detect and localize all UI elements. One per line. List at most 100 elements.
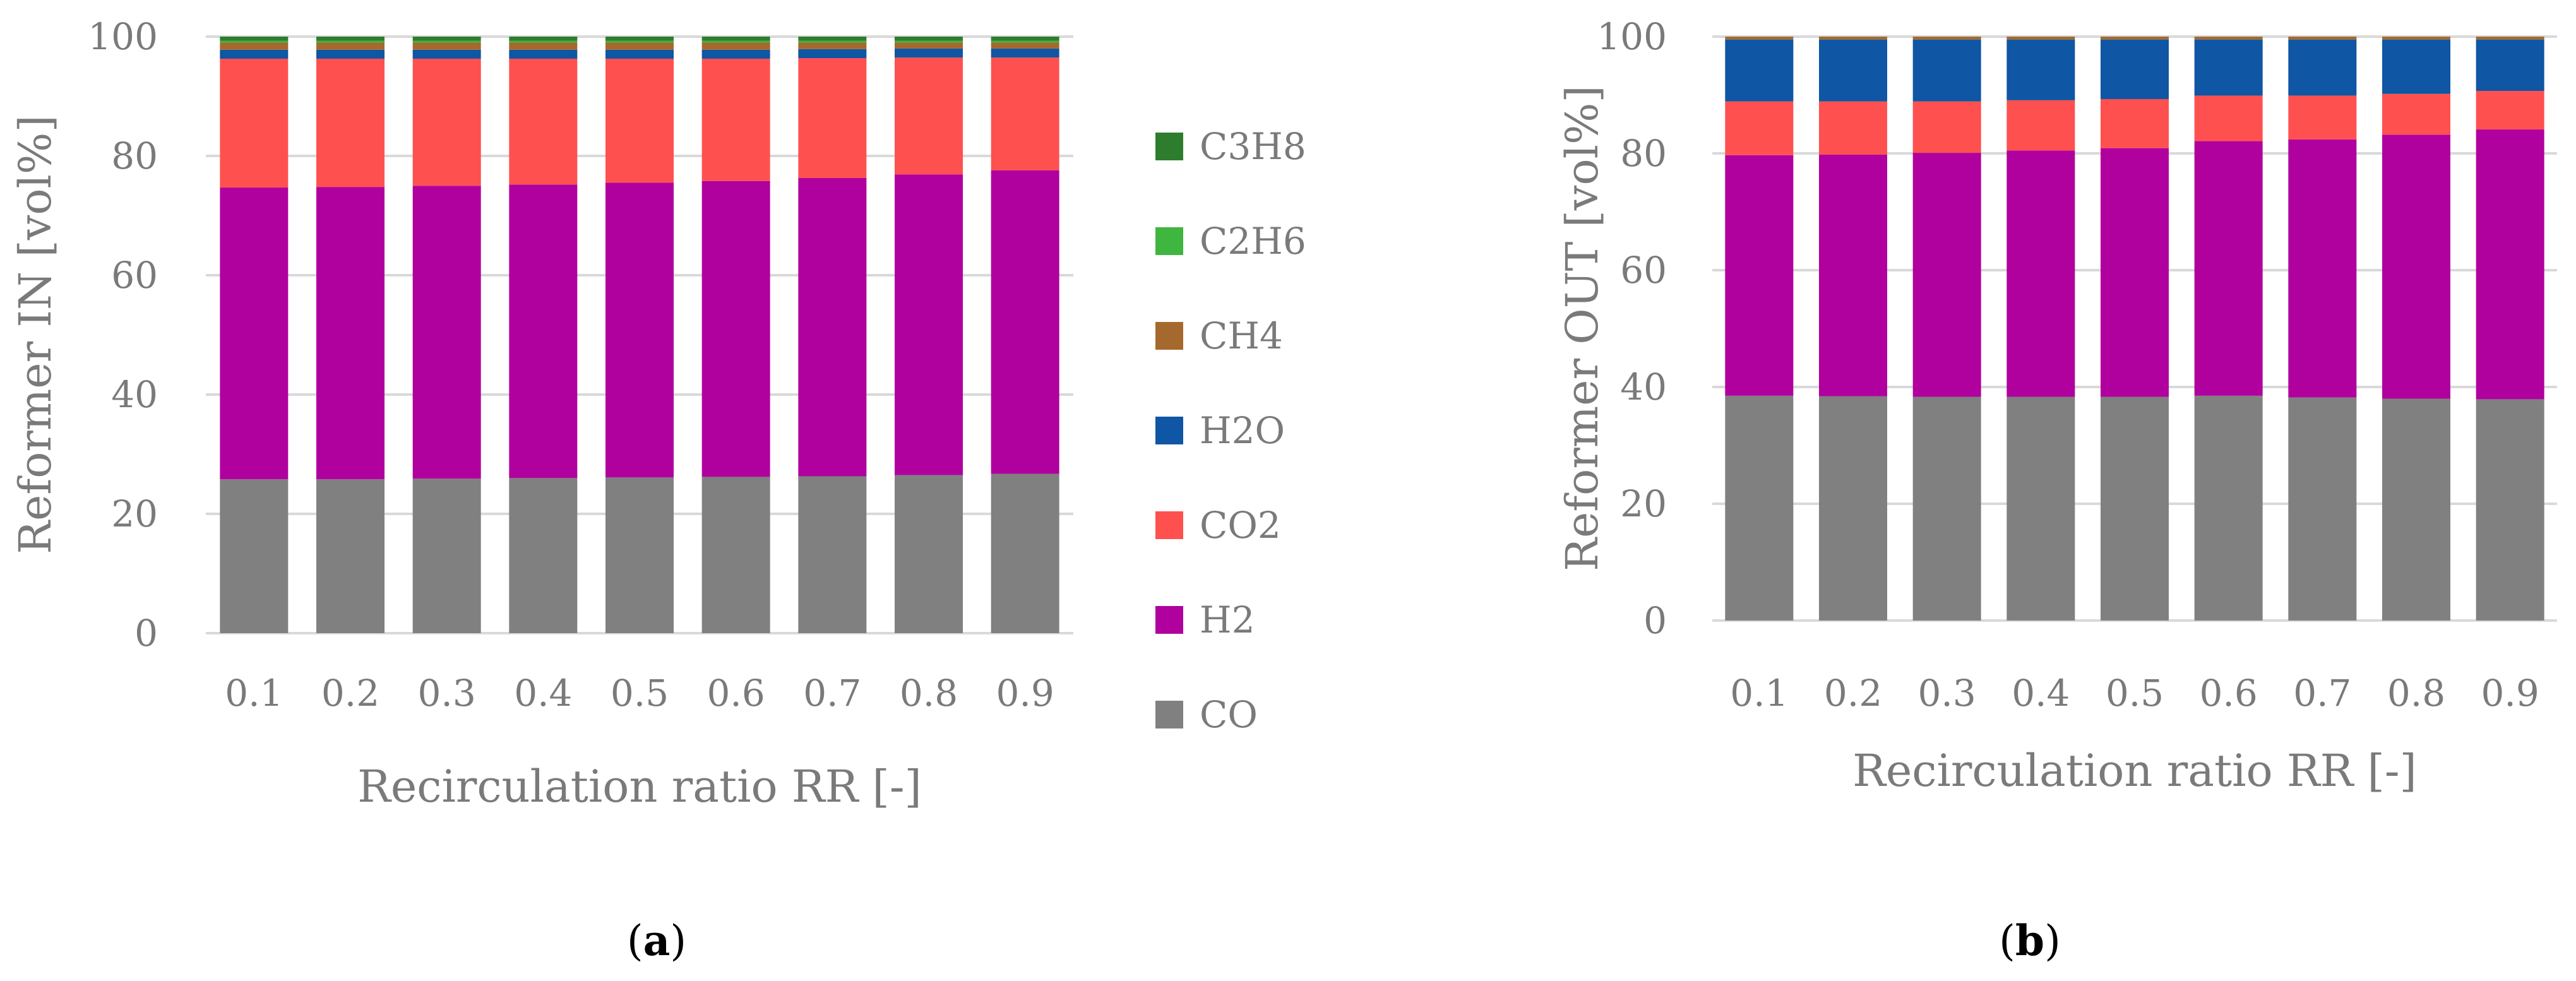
y-axis-title: Reformer OUT [vol%] — [1556, 85, 1608, 571]
x-axis-title: Recirculation ratio RR [-] — [1852, 745, 2417, 797]
bar-segment-co — [701, 477, 770, 633]
chart-panel-b: 0 20 40 60 80 100 0.1 0.2 0.3 0.4 0.5 0.6 0.7 0.8 0.9 R… — [1556, 15, 2557, 965]
bar-segment-ch4 — [2194, 37, 2263, 40]
bar-segment-ch4 — [605, 42, 674, 50]
legend-swatch-c2h6 — [1155, 227, 1183, 255]
bar-segment-ch4 — [701, 42, 770, 50]
legend-swatch-h2 — [1155, 606, 1183, 634]
bar-segment-ch4 — [1725, 37, 1794, 40]
bar-segment-c3h8 — [605, 37, 674, 41]
legend-label: CH4 — [1200, 314, 1283, 357]
x-tick-label: 0.9 — [2481, 672, 2539, 715]
bar-segment-h2o — [2194, 39, 2263, 96]
bar-segment-co — [2101, 396, 2169, 621]
y-tick-label: 60 — [111, 254, 158, 297]
bar-segment-c2h6 — [605, 40, 674, 43]
bar-segment-co — [220, 479, 289, 633]
legend-swatch-c3h8 — [1155, 133, 1183, 160]
bar-segment-c2h6 — [412, 40, 481, 43]
x-tick-label: 0.5 — [2106, 672, 2164, 715]
x-tick-label: 0.5 — [611, 672, 669, 715]
bar-segment-co2 — [1819, 101, 1887, 155]
panel-caption: (b) — [1999, 916, 2061, 965]
legend-label: CO — [1200, 693, 1258, 736]
bar-segment-h2o — [2007, 39, 2075, 100]
bar-segment-co2 — [2194, 95, 2263, 141]
bar-segment-co — [1725, 395, 1794, 621]
panel-caption: (a) — [627, 916, 686, 965]
bar-segment-ch4 — [2101, 37, 2169, 40]
y-tick-label: 20 — [1620, 482, 1667, 525]
bar-segment-ch4 — [895, 42, 963, 49]
x-tick-label: 0.2 — [1824, 672, 1882, 715]
bar-segment-co2 — [412, 58, 481, 186]
bar-segment-ch4 — [220, 42, 289, 50]
legend-label: H2O — [1200, 409, 1285, 452]
legend-label: CO2 — [1200, 504, 1281, 547]
bar-segment-c3h8 — [316, 37, 385, 41]
y-tick-label: 20 — [111, 492, 158, 535]
bar-segment-h2 — [991, 170, 1059, 474]
bar-segment-c2h6 — [509, 40, 578, 43]
bar-segment-co — [316, 479, 385, 633]
x-tick-label: 0.4 — [2012, 672, 2070, 715]
bar-segment-co2 — [1912, 101, 1981, 153]
bar-segment-co — [2007, 396, 2075, 621]
bar-segment-h2 — [798, 177, 867, 477]
legend-label: H2 — [1200, 598, 1255, 641]
bar-segment-co — [2382, 398, 2450, 621]
bar-segment-h2 — [2194, 141, 2263, 396]
bar-segment-h2o — [2476, 39, 2544, 92]
legend-label: C2H6 — [1200, 220, 1306, 263]
bar-segment-co2 — [2101, 98, 2169, 148]
bar-segment-h2 — [605, 182, 674, 478]
x-tick-label: 0.6 — [707, 672, 765, 715]
y-axis-title: Reformer IN [vol%] — [9, 115, 61, 554]
bar-segment-c2h6 — [220, 40, 289, 43]
bar-segment-h2o — [895, 48, 963, 58]
bar-segment-h2o — [509, 49, 578, 59]
x-tick-label: 0.8 — [2387, 672, 2445, 715]
bar-segment-h2 — [2288, 139, 2357, 398]
bar-segment-co — [895, 475, 963, 633]
y-tick-label: 60 — [1620, 249, 1667, 292]
bar-segment-h2o — [1725, 39, 1794, 102]
bar-segment-c3h8 — [412, 37, 481, 41]
bar-segment-co — [2194, 395, 2263, 621]
legend: C3H8 C2H6 CH4 H2O CO2 H2 CO — [1155, 125, 1306, 736]
bar-segment-co2 — [895, 57, 963, 175]
legend-label: C3H8 — [1200, 125, 1306, 168]
x-tick-label: 0.1 — [1730, 672, 1788, 715]
y-tick-label: 0 — [1643, 599, 1667, 642]
x-tick-label: 0.4 — [514, 672, 572, 715]
bar-segment-c2h6 — [701, 40, 770, 43]
bar-segment-c3h8 — [798, 37, 867, 41]
bar-segment-h2o — [1819, 39, 1887, 102]
bar-segment-c2h6 — [991, 40, 1059, 43]
bar-segment-co2 — [798, 58, 867, 178]
bar-segment-co — [1819, 396, 1887, 621]
bar-segment-h2 — [2476, 129, 2544, 400]
bar-segment-co2 — [2382, 93, 2450, 135]
bar-segment-co2 — [509, 58, 578, 185]
bar-segment-h2o — [605, 49, 674, 59]
y-tick-label: 80 — [1620, 132, 1667, 175]
bar-segment-co2 — [220, 58, 289, 188]
x-tick-label: 0.1 — [225, 672, 283, 715]
bar-segment-co2 — [701, 58, 770, 181]
bar-segment-ch4 — [316, 42, 385, 50]
bar-segment-ch4 — [412, 42, 481, 50]
x-tick-label: 0.8 — [900, 672, 958, 715]
y-tick-label: 0 — [134, 612, 158, 655]
bar-segment-h2o — [2382, 39, 2450, 94]
bar-segment-co — [798, 476, 867, 633]
bar-segment-ch4 — [991, 42, 1059, 49]
y-tick-label: 100 — [88, 15, 158, 58]
bar-segment-ch4 — [2007, 37, 2075, 40]
bar-segment-co2 — [2007, 100, 2075, 151]
chart-panel-a: 0 20 40 60 80 100 0.1 0.2 0.3 0.4 0.5 0.6 0.7 0.8 0.9 R… — [9, 15, 1306, 965]
bar-segment-co2 — [2288, 95, 2357, 140]
bar-segment-c3h8 — [220, 37, 289, 41]
bar-segment-c3h8 — [895, 37, 963, 41]
bar-segment-ch4 — [2288, 37, 2357, 40]
